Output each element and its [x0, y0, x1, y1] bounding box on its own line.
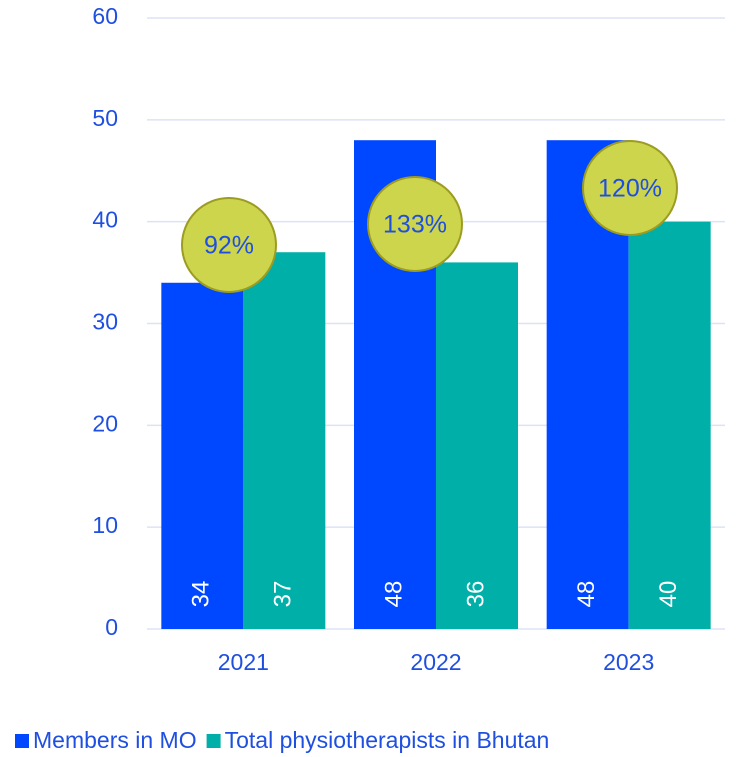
- bar: [243, 252, 326, 629]
- data-label: 48: [573, 581, 600, 608]
- bar: [436, 262, 518, 629]
- data-label: 36: [462, 581, 489, 608]
- legend-swatch: [206, 734, 221, 748]
- data-label: 34: [188, 581, 215, 608]
- y-tick-label: 30: [92, 309, 118, 335]
- x-tick-label: 2022: [410, 649, 461, 675]
- data-label: 48: [380, 581, 407, 608]
- y-tick-label: 0: [105, 614, 118, 640]
- legend-swatch: [15, 734, 29, 748]
- y-tick-label: 20: [92, 410, 118, 436]
- annotation-bubble: [582, 140, 678, 236]
- annotation-bubble: [181, 197, 277, 293]
- annotation-bubble: [367, 176, 463, 272]
- data-label: 40: [655, 581, 682, 608]
- annotation: 133%: [383, 211, 447, 239]
- data-label: 37: [270, 581, 297, 608]
- y-tick-label: 50: [92, 105, 118, 131]
- bar: [628, 221, 711, 629]
- y-tick-label: 60: [92, 3, 118, 29]
- legend-label: Total physiotherapists in Bhutan: [225, 727, 550, 753]
- x-tick-label: 2023: [603, 649, 654, 675]
- legend-label: Members in MO: [33, 727, 197, 753]
- x-tick-label: 2021: [218, 649, 269, 675]
- annotation: 120%: [598, 175, 662, 203]
- annotation: 92%: [204, 232, 254, 260]
- y-tick-label: 10: [92, 512, 118, 538]
- bar: [161, 282, 244, 629]
- y-tick-label: 40: [92, 207, 118, 233]
